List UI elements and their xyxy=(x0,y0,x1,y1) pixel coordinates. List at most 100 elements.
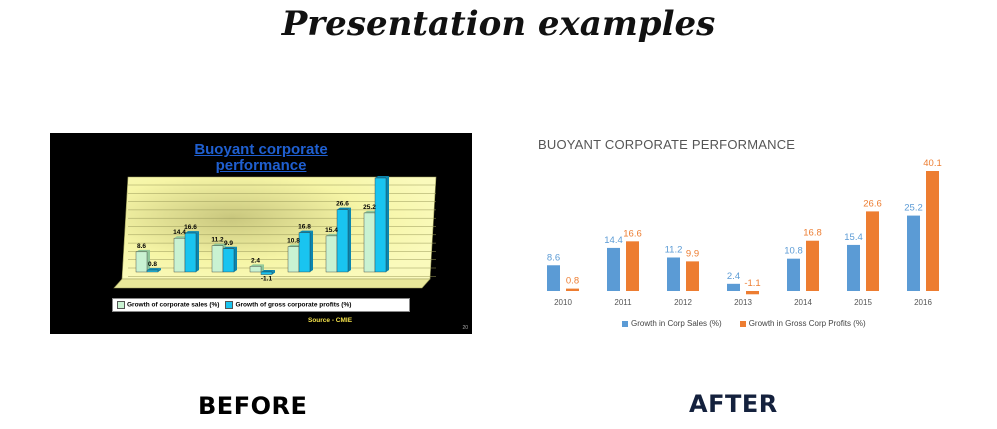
before-data-label: 16.8 xyxy=(298,224,311,231)
before-data-label: 10.8 xyxy=(287,238,300,245)
before-bar-top xyxy=(299,230,313,233)
before-bar-top xyxy=(375,176,389,178)
before-legend-sales: Growth of corporate sales (%) xyxy=(117,301,219,309)
before-bar-side xyxy=(348,207,351,272)
after-legend-sales-label: Growth in Corp Sales (%) xyxy=(631,319,722,328)
before-plot-floor xyxy=(113,278,431,289)
before-chart-svg: 8.6 0.8 14.416.6 11.2 9.9 2.4 -1.1 10.8 16.8 15.4… xyxy=(113,169,437,289)
after-bar xyxy=(787,258,800,291)
after-bar xyxy=(866,211,879,291)
before-bar-top xyxy=(136,249,150,252)
after-data-label: 9.9 xyxy=(686,248,699,259)
after-legend-profits-label: Growth in Gross Corp Profits (%) xyxy=(748,319,866,328)
after-data-label: 8.6 xyxy=(547,252,560,263)
after-bar xyxy=(566,288,579,291)
before-label: BEFORE xyxy=(198,392,308,420)
before-bar-top xyxy=(261,270,275,272)
before-bar-side xyxy=(147,249,150,272)
after-bar xyxy=(727,283,740,291)
before-bar xyxy=(298,232,311,273)
after-data-label: 26.6 xyxy=(863,198,882,209)
after-data-label: 25.2 xyxy=(904,203,923,214)
before-bar xyxy=(374,177,387,273)
page-title: Presentation examples xyxy=(281,4,716,44)
before-legend-profits-label: Growth of gross corporate profits (%) xyxy=(235,301,352,309)
before-bar-top xyxy=(212,243,226,246)
before-bar xyxy=(260,271,273,275)
before-data-label: 25.2 xyxy=(363,204,376,211)
before-bar-side xyxy=(196,231,199,272)
before-bar-top xyxy=(174,236,188,239)
before-bar-side xyxy=(158,268,161,272)
after-category-label: 2012 xyxy=(674,298,692,307)
after-bar xyxy=(926,171,939,291)
before-bar xyxy=(211,245,224,273)
after-category-label: 2010 xyxy=(554,298,572,307)
after-category-label: 2016 xyxy=(914,298,932,307)
after-bar xyxy=(667,257,680,291)
before-bar xyxy=(287,246,300,273)
before-data-label: 40.1 xyxy=(374,169,387,176)
before-data-label: 8.6 xyxy=(137,243,146,250)
before-bar xyxy=(135,251,148,273)
after-category-label: 2014 xyxy=(794,298,812,307)
before-bar-side xyxy=(234,246,237,272)
before-title-line2: performance xyxy=(215,157,307,174)
after-swatch-profits xyxy=(739,320,746,327)
before-data-label: 15.4 xyxy=(325,227,338,234)
before-swatch-profits xyxy=(225,301,234,309)
after-category-label: 2013 xyxy=(734,298,752,307)
after-legend-sales: Growth in Corp Sales (%) xyxy=(622,319,722,328)
before-bar-side xyxy=(261,264,264,272)
after-chart-title: BUOYANT CORPORATE PERFORMANCE xyxy=(538,137,796,152)
after-bar xyxy=(547,265,560,291)
after-data-label: 0.8 xyxy=(566,276,579,287)
before-data-label: 0.8 xyxy=(148,261,157,268)
after-bar xyxy=(626,241,639,291)
before-bar-top xyxy=(288,244,302,247)
after-data-label: 15.4 xyxy=(844,232,863,243)
before-bar-top xyxy=(147,268,161,271)
before-legend-sales-label: Growth of corporate sales (%) xyxy=(127,301,220,309)
before-bar-side xyxy=(386,176,389,272)
after-category-label: 2015 xyxy=(854,298,872,307)
before-data-label: 14.4 xyxy=(173,229,186,236)
before-source: Source - CMIE xyxy=(308,317,353,324)
before-bar-top xyxy=(185,231,199,234)
after-data-label: 2.4 xyxy=(727,271,740,282)
after-data-label: 16.6 xyxy=(623,228,642,239)
after-legend-profits: Growth in Gross Corp Profits (%) xyxy=(739,319,866,328)
before-swatch-sales xyxy=(117,301,125,309)
before-data-label: 26.6 xyxy=(336,201,349,208)
after-bar xyxy=(806,240,819,291)
before-bar xyxy=(336,209,349,273)
before-data-label: 16.6 xyxy=(184,224,197,231)
after-bar xyxy=(607,247,620,291)
before-legend-profits: Growth of gross corporate profits (%) xyxy=(225,301,351,309)
before-bar-top xyxy=(337,207,351,210)
after-data-label: 40.1 xyxy=(923,158,942,169)
before-data-label: 9.9 xyxy=(224,240,233,247)
before-slide: 8.6 0.8 14.4 16.6 11.2 9.9 2.4 -1.1 10.8 16.8 15.4… xyxy=(50,133,472,334)
before-bar xyxy=(363,212,376,273)
after-label: AFTER xyxy=(689,390,778,418)
before-bar xyxy=(146,269,159,273)
after-data-label: 11.2 xyxy=(665,244,683,255)
before-data-label: -1.1 xyxy=(261,276,273,283)
before-bar xyxy=(325,235,338,273)
before-title-line1: Buoyant corporate xyxy=(194,141,328,158)
after-data-label: 14.4 xyxy=(604,235,623,246)
after-data-label: -1.1 xyxy=(744,278,760,289)
before-data-label: 11.2 xyxy=(211,237,224,244)
before-bar-top xyxy=(364,210,378,213)
before-bar-top xyxy=(326,233,340,236)
after-chart-svg: 8.6 0.8 14.416.6 11.2 9.9 2.4 -1.1 10.816.8 15.4… xyxy=(547,158,942,307)
before-page-number: 20 xyxy=(462,325,468,331)
before-data-label: 2.4 xyxy=(251,257,260,264)
before-chart-title: Buoyant corporate performance xyxy=(50,142,472,174)
before-bar xyxy=(222,248,235,273)
after-bar xyxy=(907,215,920,291)
after-bar xyxy=(847,244,860,291)
before-bar xyxy=(249,266,262,273)
before-bar xyxy=(173,238,186,273)
